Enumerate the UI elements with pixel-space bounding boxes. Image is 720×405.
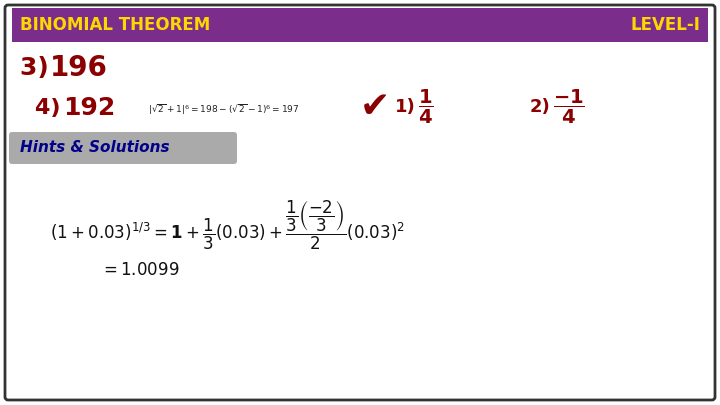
Text: 2): 2): [530, 98, 551, 116]
Text: $\mathbf{\dfrac{-1}{4}}$: $\mathbf{\dfrac{-1}{4}}$: [553, 88, 585, 126]
Text: $= 1.0099$: $= 1.0099$: [100, 261, 179, 279]
Text: 192: 192: [63, 96, 115, 120]
Text: 1): 1): [395, 98, 415, 116]
Text: 3): 3): [20, 56, 58, 80]
Text: Hints & Solutions: Hints & Solutions: [20, 141, 170, 156]
Text: $(1 + 0.03)^{1/3} = \mathbf{1} + \dfrac{1}{3}(0.03) + \dfrac{\dfrac{1}{3}\left(\: $(1 + 0.03)^{1/3} = \mathbf{1} + \dfrac{…: [50, 198, 405, 252]
Text: $\mathbf{\dfrac{1}{4}}$: $\mathbf{\dfrac{1}{4}}$: [418, 88, 433, 126]
Text: 4): 4): [35, 98, 68, 118]
Bar: [12, 8, 708, 42]
FancyBboxPatch shape: [9, 132, 237, 164]
Text: BINOMIAL THEOREM: BINOMIAL THEOREM: [20, 16, 210, 34]
Text: ✔: ✔: [360, 90, 390, 124]
Text: 196: 196: [50, 54, 108, 82]
Text: $|\sqrt{2}+1|^6=198-(\sqrt{2}-1)^6=197$: $|\sqrt{2}+1|^6=198-(\sqrt{2}-1)^6=197$: [148, 103, 300, 117]
FancyBboxPatch shape: [5, 5, 715, 400]
Text: LEVEL-I: LEVEL-I: [630, 16, 700, 34]
